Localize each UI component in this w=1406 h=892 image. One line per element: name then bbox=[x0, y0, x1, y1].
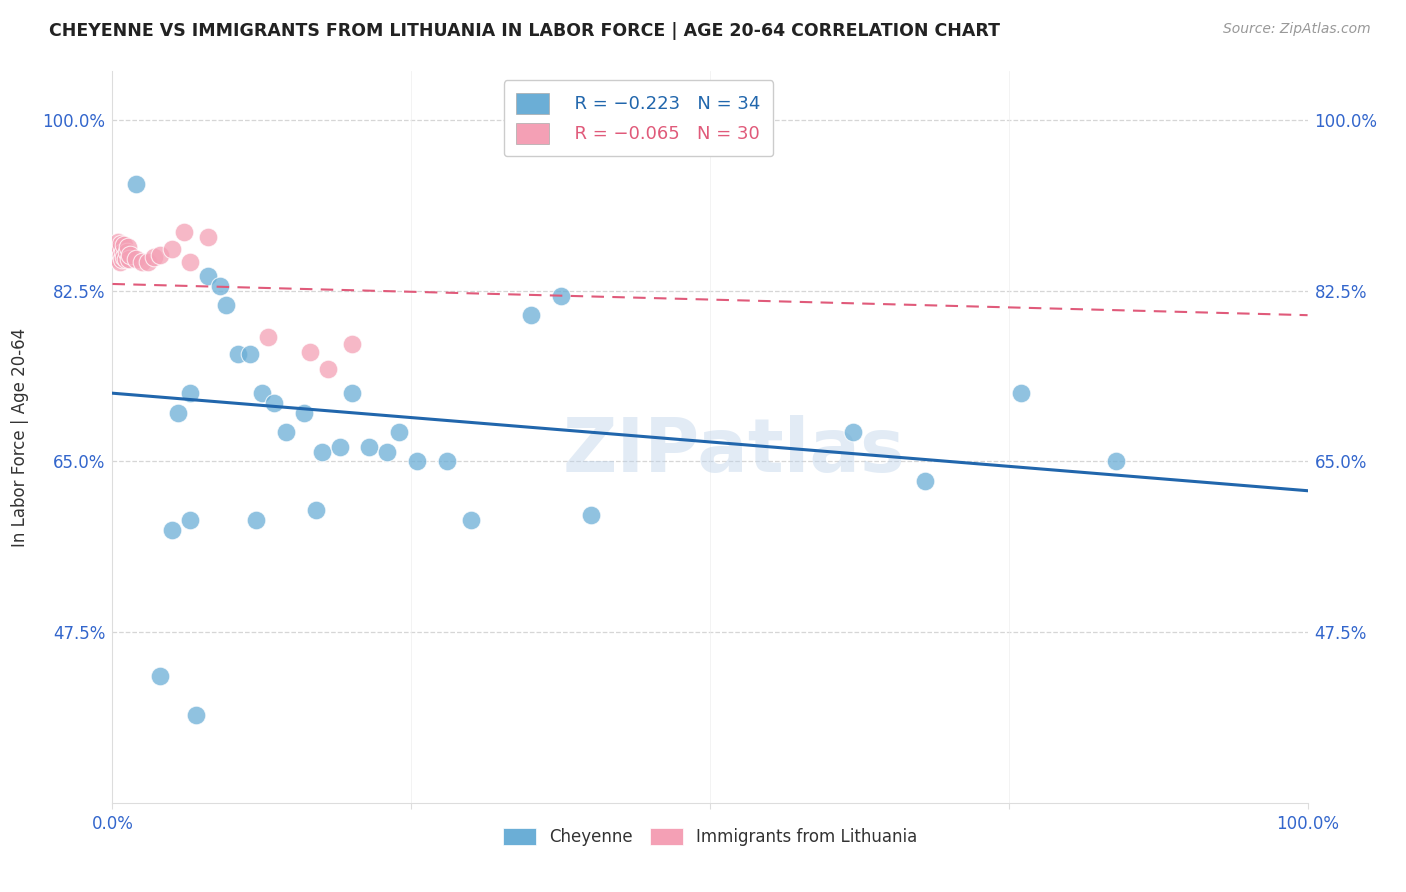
Point bbox=[209, 279, 232, 293]
Point bbox=[520, 308, 543, 322]
Point bbox=[107, 252, 129, 266]
Point bbox=[550, 288, 572, 302]
Point bbox=[131, 254, 153, 268]
Point bbox=[105, 244, 128, 259]
Point bbox=[162, 242, 183, 256]
Point bbox=[460, 513, 482, 527]
Point bbox=[125, 252, 148, 266]
Point bbox=[263, 396, 285, 410]
Point bbox=[340, 386, 363, 401]
Point bbox=[340, 337, 363, 351]
Text: CHEYENNE VS IMMIGRANTS FROM LITHUANIA IN LABOR FORCE | AGE 20-64 CORRELATION CHA: CHEYENNE VS IMMIGRANTS FROM LITHUANIA IN… bbox=[49, 22, 1000, 40]
Point bbox=[226, 347, 249, 361]
Point bbox=[149, 248, 172, 262]
Point bbox=[245, 513, 267, 527]
Point bbox=[377, 444, 399, 458]
Legend: Cheyenne, Immigrants from Lithuania: Cheyenne, Immigrants from Lithuania bbox=[496, 822, 924, 853]
Point bbox=[120, 248, 142, 262]
Point bbox=[111, 252, 134, 266]
Point bbox=[579, 508, 602, 522]
Point bbox=[143, 250, 166, 264]
Point bbox=[162, 523, 183, 537]
Point bbox=[114, 238, 135, 252]
Point bbox=[179, 513, 201, 527]
Point bbox=[125, 177, 148, 191]
Point bbox=[118, 252, 141, 266]
Point bbox=[215, 298, 238, 312]
Point bbox=[329, 440, 352, 454]
Point bbox=[298, 345, 321, 359]
Point bbox=[311, 444, 333, 458]
Point bbox=[1105, 454, 1128, 468]
Point bbox=[1010, 386, 1032, 401]
Point bbox=[239, 347, 262, 361]
Point bbox=[105, 240, 128, 254]
Point bbox=[305, 503, 328, 517]
Point bbox=[108, 242, 131, 256]
Point bbox=[110, 248, 132, 262]
Text: ZIPatlas: ZIPatlas bbox=[562, 415, 905, 488]
Y-axis label: In Labor Force | Age 20-64: In Labor Force | Age 20-64 bbox=[11, 327, 28, 547]
Point bbox=[197, 230, 219, 244]
Point bbox=[257, 329, 280, 343]
Point bbox=[108, 254, 131, 268]
Point bbox=[107, 235, 129, 249]
Point bbox=[179, 254, 201, 268]
Point bbox=[167, 406, 190, 420]
Point bbox=[112, 244, 135, 259]
Point bbox=[316, 361, 339, 376]
Point bbox=[292, 406, 315, 420]
Point bbox=[115, 244, 138, 259]
Point bbox=[436, 454, 458, 468]
Point bbox=[138, 254, 160, 268]
Point bbox=[114, 252, 136, 266]
Text: Source: ZipAtlas.com: Source: ZipAtlas.com bbox=[1223, 22, 1371, 37]
Point bbox=[388, 425, 411, 440]
Point bbox=[173, 225, 195, 239]
Point bbox=[110, 237, 132, 252]
Point bbox=[274, 425, 297, 440]
Point bbox=[149, 669, 172, 683]
Point bbox=[186, 708, 208, 723]
Point bbox=[914, 474, 936, 488]
Point bbox=[114, 250, 135, 264]
Point bbox=[842, 425, 865, 440]
Point bbox=[406, 454, 429, 468]
Point bbox=[197, 269, 219, 284]
Point bbox=[179, 386, 201, 401]
Point bbox=[250, 386, 273, 401]
Point bbox=[117, 240, 139, 254]
Point bbox=[359, 440, 381, 454]
